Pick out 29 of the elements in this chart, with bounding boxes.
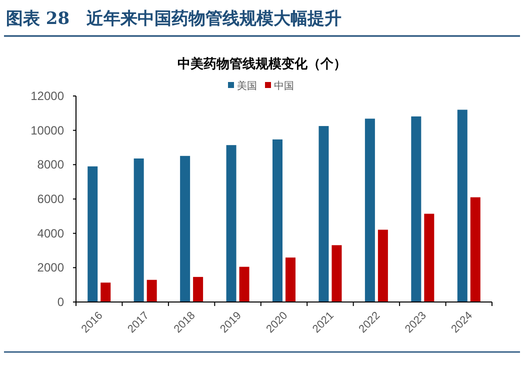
legend-label: 中国 [274,80,294,92]
y-tick-label: 6000 [37,192,64,206]
y-tick-label: 10000 [30,123,64,138]
chart-title: 图表 28 近年来中国药物管线规模大幅提升 [6,9,342,29]
y-tick-label: 8000 [37,158,64,172]
bar [226,145,236,302]
bar [411,116,422,302]
bar [272,139,282,302]
bar [457,110,468,302]
bar [88,166,98,302]
bar [134,158,144,302]
bar [318,126,329,302]
bar [239,266,250,302]
bar [332,245,342,302]
bar [100,282,111,302]
bar [193,276,204,302]
bar [470,197,480,302]
chart-subtitle: 中美药物管线规模变化（个） [178,56,346,72]
y-tick-label: 12000 [30,89,64,103]
legend-label: 美国 [237,80,257,92]
y-tick-label: 2000 [37,260,64,275]
y-tick-label: 4000 [37,226,64,240]
bar [146,280,157,302]
y-tick-label: 0 [57,295,64,309]
bar [424,214,434,302]
bar [378,230,388,302]
bar [364,118,375,302]
bar [286,258,296,302]
bar [180,156,190,302]
